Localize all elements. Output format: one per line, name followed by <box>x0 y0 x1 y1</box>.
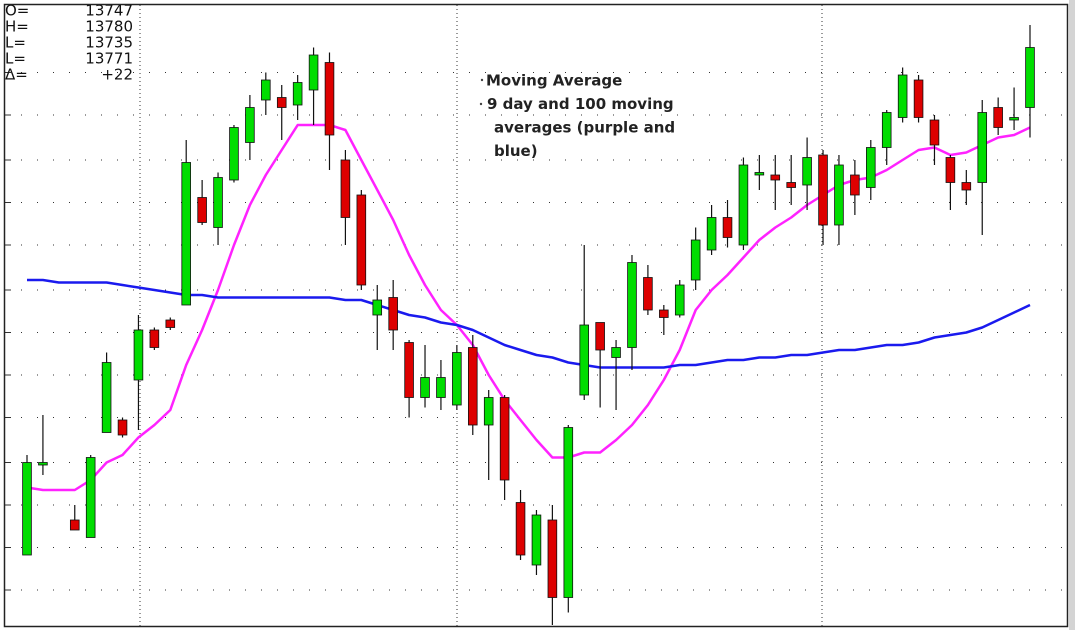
candle-body <box>292 82 303 106</box>
candle-body <box>818 154 828 226</box>
candle-body <box>261 79 271 101</box>
candle-body <box>483 397 494 426</box>
candle-body <box>754 172 765 176</box>
candle-body <box>722 217 733 238</box>
candle-body <box>101 362 112 433</box>
candle-body <box>117 419 128 436</box>
annotation-line: Moving Average <box>486 72 622 90</box>
candle-body <box>515 502 526 556</box>
ohlc-readout: O= 13747 H= 13780 L= 13735 L= 13771 Δ= +22 <box>5 2 133 84</box>
candle-body <box>786 182 796 188</box>
candle-body <box>579 324 590 396</box>
readout-value: 13747 <box>85 2 133 20</box>
candle-body <box>674 284 685 316</box>
moving-average-line <box>26 123 1031 492</box>
candle-body <box>499 397 510 481</box>
candle-body <box>929 119 940 146</box>
candle-body <box>404 342 414 398</box>
candle-body <box>1025 47 1035 108</box>
candle-body <box>38 462 48 466</box>
readout-label: L= <box>5 34 26 52</box>
candle-body <box>897 74 908 118</box>
candle-body <box>22 462 32 556</box>
candle-body <box>834 164 844 226</box>
candle-body <box>531 514 542 566</box>
readout-value: 13771 <box>85 50 133 68</box>
candle-body <box>881 112 892 148</box>
readout-value: 13735 <box>85 34 133 52</box>
candle-body <box>659 309 669 318</box>
candle-body <box>850 174 860 196</box>
candle-body <box>690 239 701 281</box>
candle-body <box>133 329 144 381</box>
candle-body <box>595 322 605 351</box>
candle-body <box>69 519 80 531</box>
candle-body <box>149 329 160 348</box>
annotation: Moving Average 9 day and 100 moving averag… <box>479 72 675 160</box>
candle-body <box>643 277 653 311</box>
readout-label: H= <box>5 18 29 36</box>
candle-body <box>372 299 383 316</box>
readout-label: L= <box>5 50 26 68</box>
candle-body <box>961 182 972 191</box>
candle-body <box>993 107 1003 128</box>
candle-body <box>308 54 319 91</box>
candle-body <box>913 79 924 118</box>
candle-body <box>340 159 351 218</box>
candles <box>22 25 1035 625</box>
readout-value: +22 <box>101 66 133 84</box>
candle-body <box>245 107 255 143</box>
candle-body <box>213 177 223 228</box>
candle-body <box>229 127 239 181</box>
candle-body <box>276 97 287 108</box>
plot-frame <box>3 3 1069 628</box>
readout-label: Δ= <box>5 66 28 84</box>
annotation-line: averages (purple and <box>494 119 675 137</box>
annotation-line: 9 day and 100 moving <box>487 95 674 113</box>
candle-body <box>866 147 876 188</box>
readout-value: 13780 <box>85 18 133 36</box>
side-strip <box>1069 0 1075 630</box>
candle-body <box>945 157 956 183</box>
candle-body <box>436 377 446 398</box>
bullet <box>480 78 484 82</box>
candle-body <box>467 347 478 426</box>
candle-body <box>452 352 462 406</box>
candle-body <box>611 347 621 358</box>
candle-body <box>165 319 176 328</box>
readout-label: O= <box>5 2 29 20</box>
candle-body <box>977 112 988 183</box>
candle-body <box>547 519 558 598</box>
candle-body <box>627 262 637 348</box>
candle-body <box>420 377 430 398</box>
candle-body <box>85 457 96 538</box>
candle-body <box>770 174 781 181</box>
candle-body <box>1009 117 1019 121</box>
candle-body <box>802 157 812 186</box>
candle-body <box>356 194 367 286</box>
candle-body <box>197 197 207 223</box>
moving-averages <box>26 123 1031 492</box>
annotation-line: blue) <box>494 142 538 160</box>
candle-body <box>563 427 574 598</box>
moving-average-line <box>27 278 1031 369</box>
candle-body <box>706 217 717 251</box>
candle-body <box>388 297 398 331</box>
bullet <box>479 102 483 106</box>
candle-body <box>738 164 749 246</box>
candle-body <box>181 162 191 306</box>
candle-body <box>324 62 335 136</box>
